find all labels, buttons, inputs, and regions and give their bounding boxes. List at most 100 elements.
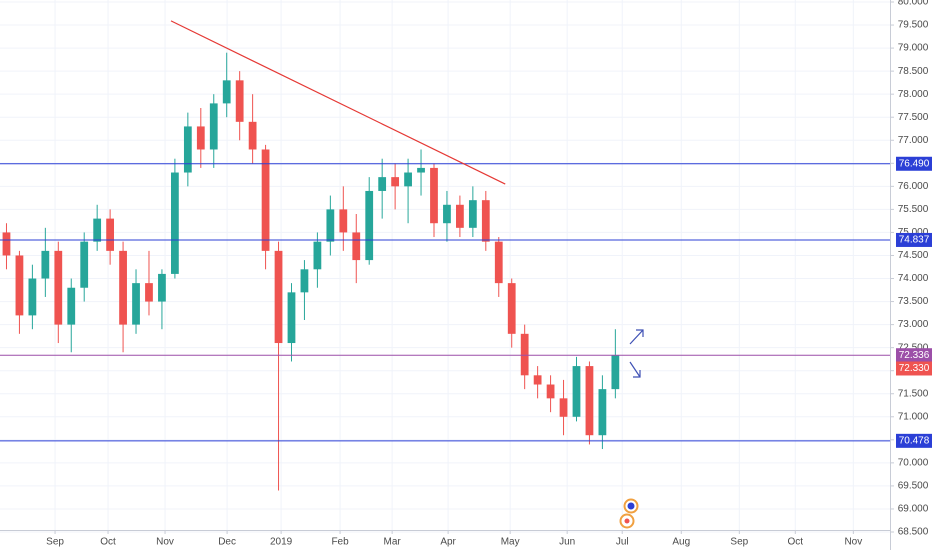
y-tick-label: 76.000 — [898, 181, 929, 192]
drawing-arrows — [629, 329, 644, 378]
y-tick-label: 79.000 — [898, 43, 929, 54]
y-tick-label: 80.000 — [898, 0, 929, 8]
y-tick-label: 71.000 — [898, 411, 929, 422]
level-label-bg — [896, 156, 932, 171]
candle-body — [481, 200, 490, 242]
candle-body — [404, 172, 412, 187]
y-tick-label: 71.500 — [898, 388, 929, 399]
x-tick-label: Apr — [440, 537, 456, 548]
candle-body — [209, 103, 218, 150]
candle-body — [300, 269, 309, 293]
candle-body — [80, 241, 89, 288]
arrow-down — [629, 361, 641, 378]
last-price-label: 72.330 — [899, 363, 930, 374]
candle-body — [391, 177, 400, 187]
level-label: 72.336 — [899, 350, 930, 361]
candle-body — [494, 241, 503, 284]
y-tick-label: 73.500 — [898, 296, 929, 307]
candle-body — [171, 172, 179, 274]
grid — [0, 0, 890, 533]
candle-body — [158, 273, 166, 302]
trend-line — [170, 20, 506, 185]
candle-body — [54, 250, 63, 325]
x-tick-label: May — [501, 537, 520, 548]
candle-body — [468, 200, 477, 228]
y-tick-label: 68.500 — [898, 527, 929, 538]
x-tick-label: Feb — [331, 537, 349, 548]
plot-area — [0, 20, 890, 491]
level-label-bg — [896, 348, 932, 363]
candle-body — [559, 398, 568, 417]
x-tick-label: Aug — [672, 537, 690, 548]
candle-body — [572, 366, 581, 417]
level-label: 70.478 — [899, 435, 930, 446]
y-tick-label: 75.000 — [898, 227, 929, 238]
level-label-bg — [896, 433, 932, 448]
x-tick-label: Jun — [559, 537, 575, 548]
y-tick-label: 69.000 — [898, 504, 929, 515]
axes: 68.50069.00069.50070.00070.50071.00071.5… — [46, 0, 932, 548]
candle-body — [533, 375, 542, 385]
y-tick-label: 70.000 — [898, 458, 929, 469]
candle-body — [546, 384, 555, 399]
candle-body — [507, 283, 516, 334]
candle-body — [611, 355, 620, 390]
last-price-bg — [896, 361, 932, 376]
event-icons — [619, 498, 639, 529]
candle-body — [585, 366, 594, 436]
x-tick-label: Mar — [384, 537, 402, 548]
candle-body — [235, 80, 244, 122]
candle-body — [520, 333, 529, 376]
candle-body — [352, 232, 361, 261]
candle-body — [119, 250, 127, 325]
candle-body — [2, 232, 11, 256]
x-tick-label: Jul — [616, 537, 629, 548]
y-tick-label: 77.000 — [898, 135, 929, 146]
arrow-up — [629, 329, 644, 345]
x-tick-label: Nov — [844, 537, 862, 548]
x-tick-label: Oct — [788, 537, 804, 548]
candle-body — [326, 209, 335, 242]
y-tick-label: 74.000 — [898, 273, 929, 284]
candle-body — [106, 218, 115, 251]
event-icon-dot — [627, 502, 635, 510]
y-tick-label: 74.500 — [898, 250, 929, 261]
candle-body — [261, 149, 270, 251]
candle-body — [132, 283, 140, 325]
y-tick-label: 69.500 — [898, 481, 929, 492]
x-tick-label: Sep — [46, 537, 64, 548]
candle-body — [287, 292, 296, 344]
x-tick-label: Dec — [218, 537, 236, 548]
x-tick-label: 2019 — [270, 537, 293, 548]
level-label: 76.490 — [899, 158, 930, 169]
candle-body — [222, 80, 231, 104]
candle-body — [15, 255, 24, 316]
candle-body — [274, 250, 283, 344]
candle-body — [93, 218, 102, 242]
level-label: 74.837 — [899, 235, 930, 246]
candle-body — [28, 278, 37, 316]
y-tick-label: 75.500 — [898, 204, 929, 215]
y-tick-label: 77.500 — [898, 112, 929, 123]
candle-body — [313, 241, 322, 270]
y-tick-label: 78.500 — [898, 66, 929, 77]
event-icon-dot — [624, 518, 630, 524]
candle-body — [378, 177, 387, 191]
y-tick-label: 78.000 — [898, 89, 929, 100]
candle-body — [430, 167, 438, 224]
candle-body — [248, 121, 257, 150]
candle-body — [365, 190, 374, 261]
x-tick-label: Oct — [100, 537, 116, 548]
candle-body — [456, 204, 464, 228]
candle-body — [196, 126, 205, 150]
level-label-bg — [896, 232, 932, 247]
y-tick-label: 79.500 — [898, 20, 929, 31]
y-tick-label: 72.500 — [898, 342, 929, 353]
y-tick-label: 73.000 — [898, 319, 929, 330]
candle-body — [41, 250, 50, 279]
candle-body — [417, 167, 425, 173]
candle-body — [598, 389, 607, 436]
candle-body — [339, 209, 348, 233]
